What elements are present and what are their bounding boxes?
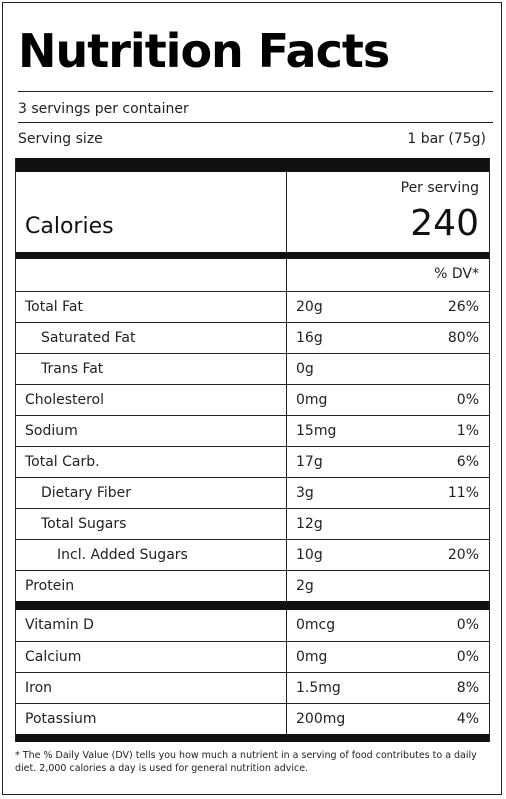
row-divider [16, 353, 489, 354]
bottom-thick-bar [16, 734, 489, 742]
dv-header-divider [16, 291, 489, 292]
calories-bar [16, 252, 489, 259]
row-divider [16, 672, 489, 673]
nutrient-row-total-sugars: Total Sugars 12g [16, 509, 489, 540]
nutrient-row-trans-fat: Trans Fat 0g [16, 354, 489, 385]
nutrient-amount: 12g [296, 516, 323, 532]
vitamin-row-vitamin-d: Vitamin D 0mcg 0% [16, 610, 489, 641]
nutrient-amount: 0mg [296, 392, 328, 408]
nutrient-row-sodium: Sodium 15mg 1% [16, 416, 489, 447]
vitamin-row-calcium: Calcium 0mg 0% [16, 642, 489, 673]
vitamin-dv: 8% [456, 680, 479, 696]
servings-divider [18, 122, 493, 123]
label-title: Nutrition Facts [18, 24, 390, 78]
nutrient-row-protein: Protein 2g [16, 571, 489, 601]
row-divider [16, 539, 489, 540]
vitamin-amount: 200mg [296, 711, 346, 727]
row-divider [16, 384, 489, 385]
nutrient-name: Total Fat [25, 299, 83, 315]
row-divider [16, 415, 489, 416]
vitamin-amount: 1.5mg [296, 680, 341, 696]
nutrient-amount: 17g [296, 454, 323, 470]
vitamins-thick-bar [16, 601, 489, 610]
serving-size-value: 1 bar (75g) [407, 131, 486, 147]
row-divider [16, 641, 489, 642]
nutrient-row-added-sugars: Incl. Added Sugars 10g 20% [16, 540, 489, 571]
nutrient-amount: 0g [296, 361, 314, 377]
row-divider [16, 477, 489, 478]
nutrient-row-cholesterol: Cholesterol 0mg 0% [16, 385, 489, 416]
nutrient-dv: 0% [456, 392, 479, 408]
nutrient-dv: 6% [456, 454, 479, 470]
nutrient-name: Saturated Fat [41, 330, 136, 346]
title-divider [18, 91, 493, 92]
calories-label: Calories [25, 214, 114, 239]
vitamin-amount: 0mcg [296, 617, 336, 633]
vitamin-name: Potassium [25, 711, 97, 727]
nutrient-name: Total Sugars [41, 516, 127, 532]
nutrient-row-saturated-fat: Saturated Fat 16g 80% [16, 323, 489, 354]
vitamin-name: Vitamin D [25, 617, 94, 633]
calories-value: 240 [410, 203, 479, 244]
nutrient-amount: 20g [296, 299, 323, 315]
nutrient-dv: 20% [447, 547, 479, 563]
nutrient-amount: 3g [296, 485, 314, 501]
nutrient-amount: 2g [296, 578, 314, 594]
nutrient-row-total-carb: Total Carb. 17g 6% [16, 447, 489, 478]
nutrient-dv: 80% [447, 330, 479, 346]
nutrient-table: Per serving Calories 240 % DV* Total Fat… [15, 158, 490, 742]
vitamin-row-iron: Iron 1.5mg 8% [16, 673, 489, 704]
vitamin-dv: 0% [456, 617, 479, 633]
servings-per-container: 3 servings per container [18, 101, 189, 117]
vitamin-dv: 4% [456, 711, 479, 727]
nutrient-name: Incl. Added Sugars [57, 547, 188, 563]
top-thick-bar [16, 158, 489, 172]
nutrient-amount: 10g [296, 547, 323, 563]
vitamin-row-potassium: Potassium 200mg 4% [16, 704, 489, 735]
row-divider [16, 446, 489, 447]
nutrient-dv: 11% [447, 485, 479, 501]
nutrient-name: Cholesterol [25, 392, 105, 408]
row-divider [16, 508, 489, 509]
vitamin-dv: 0% [456, 649, 479, 665]
nutrient-dv: 26% [447, 299, 479, 315]
vitamin-name: Iron [25, 680, 53, 696]
nutrient-name: Total Carb. [25, 454, 100, 470]
nutrient-name: Protein [25, 578, 75, 594]
nutrient-name: Sodium [25, 423, 78, 439]
row-divider [16, 703, 489, 704]
vitamin-name: Calcium [25, 649, 82, 665]
nutrient-amount: 16g [296, 330, 323, 346]
nutrient-row-total-fat: Total Fat 20g 26% [16, 292, 489, 323]
serving-size-label: Serving size [18, 131, 103, 147]
nutrient-name: Trans Fat [41, 361, 104, 377]
vitamin-amount: 0mg [296, 649, 328, 665]
per-serving-label: Per serving [400, 180, 479, 196]
row-divider [16, 322, 489, 323]
dv-footnote: * The % Daily Value (DV) tells you how m… [15, 750, 477, 774]
dv-header: % DV* [434, 266, 479, 282]
nutrient-dv: 1% [456, 423, 479, 439]
column-divider [286, 172, 287, 742]
nutrient-amount: 15mg [296, 423, 337, 439]
row-divider [16, 570, 489, 571]
nutrient-name: Dietary Fiber [41, 485, 132, 501]
nutrient-row-dietary-fiber: Dietary Fiber 3g 11% [16, 478, 489, 509]
